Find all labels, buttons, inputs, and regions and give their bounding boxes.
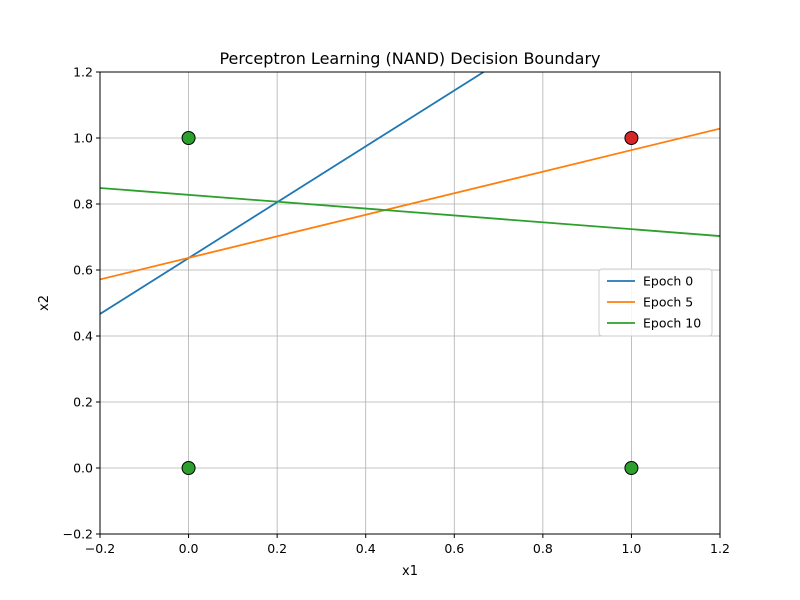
series-line-3	[100, 187, 720, 237]
data-point-3	[624, 461, 639, 475]
x-axis-ticks: −0.2 0.0 0.2 0.4 0.6 0.8 1.0 1.2	[85, 534, 730, 556]
x-tick-label: 0.4	[356, 541, 376, 556]
data-point-1	[181, 461, 196, 475]
legend-label-1: Epoch 0	[643, 274, 693, 289]
data-point-2	[181, 131, 196, 145]
x-axis-label: x1	[402, 564, 418, 579]
y-tick-label: 0.4	[73, 329, 93, 344]
x-tick-label: 1.0	[621, 541, 641, 556]
x-tick-label: 0.0	[179, 541, 199, 556]
legend-label-2: Epoch 5	[643, 295, 693, 310]
y-tick-label: −0.2	[63, 527, 93, 542]
data-point-4	[624, 131, 639, 145]
y-axis-label: x2	[37, 295, 52, 311]
y-tick-label: 0.8	[73, 197, 93, 212]
series-line-1	[100, 72, 485, 315]
legend: Epoch 0 Epoch 5 Epoch 10	[598, 268, 713, 337]
legend-label-3: Epoch 10	[643, 316, 701, 331]
y-tick-label: 1.2	[73, 65, 93, 80]
legend-box	[598, 268, 713, 337]
axes-border	[99, 71, 721, 535]
y-tick-label: 0.2	[73, 395, 93, 410]
x-tick-label: −0.2	[85, 541, 115, 556]
y-tick-label: 0.6	[73, 263, 93, 278]
series-lines	[100, 72, 720, 315]
series-line-2	[100, 127, 720, 281]
chart-title: Perceptron Learning (NAND) Decision Boun…	[219, 49, 600, 68]
x-tick-label: 1.2	[710, 541, 730, 556]
x-tick-label: 0.2	[267, 541, 287, 556]
data-points	[181, 131, 639, 475]
y-tick-label: 0.0	[73, 461, 93, 476]
y-tick-label: 1.0	[73, 131, 93, 146]
x-tick-label: 0.6	[444, 541, 464, 556]
y-axis-ticks: −0.2 0.0 0.2 0.4 0.6 0.8 1.0 1.2	[63, 65, 100, 542]
x-tick-label: 0.8	[533, 541, 553, 556]
axes-frame	[99, 71, 721, 535]
